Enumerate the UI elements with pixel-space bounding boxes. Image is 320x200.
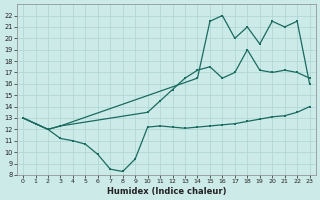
X-axis label: Humidex (Indice chaleur): Humidex (Indice chaleur) — [107, 187, 226, 196]
